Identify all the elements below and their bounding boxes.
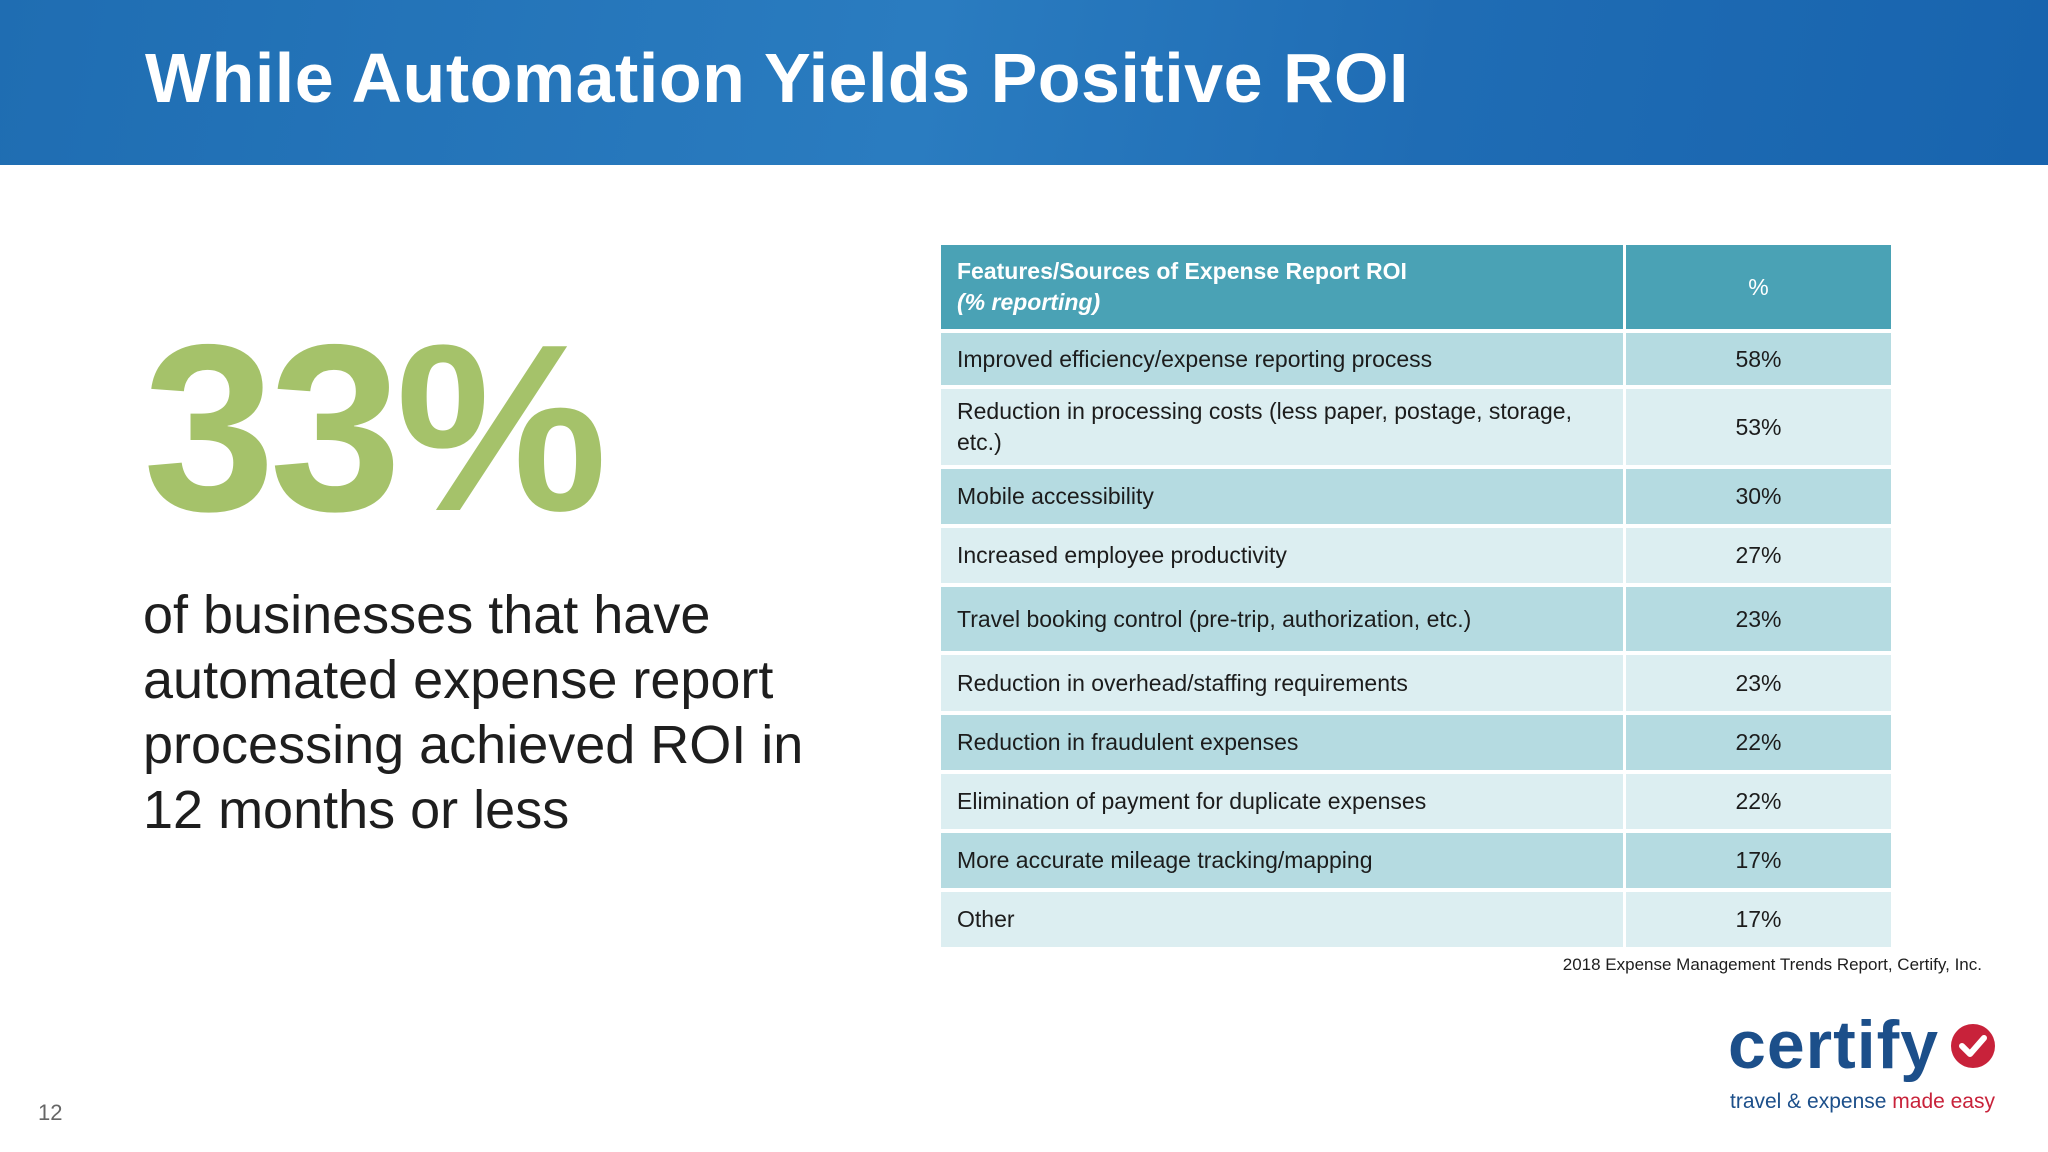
certify-logo: certify travel & expense made easy <box>1728 1005 2008 1125</box>
stat-description: of businesses that have automated expens… <box>143 585 804 840</box>
table-header-row: Features/Sources of Expense Report ROI (… <box>941 245 1891 333</box>
table-row: Reduction in processing costs (less pape… <box>941 389 1891 469</box>
table-header-subtitle: (% reporting) <box>957 289 1101 315</box>
table-row: Reduction in overhead/staffing requireme… <box>941 655 1891 715</box>
row-percent: 23% <box>1626 587 1891 655</box>
row-percent: 53% <box>1626 389 1891 469</box>
table-row: Improved efficiency/expense reporting pr… <box>941 333 1891 389</box>
row-feature: Improved efficiency/expense reporting pr… <box>941 333 1626 389</box>
table-header-feature: Features/Sources of Expense Report ROI (… <box>941 245 1626 333</box>
row-feature: Reduction in processing costs (less pape… <box>941 389 1626 469</box>
row-feature: Reduction in overhead/staffing requireme… <box>941 655 1626 715</box>
row-feature: Reduction in fraudulent expenses <box>941 715 1626 774</box>
table-row: Travel booking control (pre-trip, author… <box>941 587 1891 655</box>
row-percent: 27% <box>1626 528 1891 587</box>
row-percent: 58% <box>1626 333 1891 389</box>
big-stat-value: 33% <box>143 296 607 561</box>
row-percent: 17% <box>1626 833 1891 892</box>
row-percent: 22% <box>1626 774 1891 833</box>
tagline-accent: made easy <box>1892 1090 1995 1113</box>
tagline-start: travel & expense <box>1730 1090 1893 1113</box>
table-row: Reduction in fraudulent expenses 22% <box>941 715 1891 774</box>
row-feature: Elimination of payment for duplicate exp… <box>941 774 1626 833</box>
logo-tagline: travel & expense made easy <box>1730 1090 1995 1114</box>
row-feature: Increased employee productivity <box>941 528 1626 587</box>
logo-wordmark: certify <box>1728 1007 1940 1083</box>
row-feature: More accurate mileage tracking/mapping <box>941 833 1626 892</box>
row-percent: 23% <box>1626 655 1891 715</box>
table-header-title: Features/Sources of Expense Report ROI <box>957 258 1407 284</box>
source-citation: 2018 Expense Management Trends Report, C… <box>1562 955 1982 974</box>
page-number: 12 <box>38 1100 63 1125</box>
table-row: Elimination of payment for duplicate exp… <box>941 774 1891 833</box>
table-row: More accurate mileage tracking/mapping 1… <box>941 833 1891 892</box>
table-row: Other 17% <box>941 892 1891 951</box>
header-banner: While Automation Yields Positive ROI <box>0 0 2048 165</box>
row-percent: 17% <box>1626 892 1891 951</box>
row-feature: Other <box>941 892 1626 951</box>
checkmark-circle-icon <box>1951 1024 1995 1068</box>
table-header-percent: % <box>1626 245 1891 333</box>
roi-table: Features/Sources of Expense Report ROI (… <box>941 245 1891 951</box>
table-row: Mobile accessibility 30% <box>941 469 1891 528</box>
row-feature: Mobile accessibility <box>941 469 1626 528</box>
row-feature: Travel booking control (pre-trip, author… <box>941 587 1626 655</box>
table-row: Increased employee productivity 27% <box>941 528 1891 587</box>
page-title: While Automation Yields Positive ROI <box>145 39 1409 117</box>
row-percent: 30% <box>1626 469 1891 528</box>
row-percent: 22% <box>1626 715 1891 774</box>
